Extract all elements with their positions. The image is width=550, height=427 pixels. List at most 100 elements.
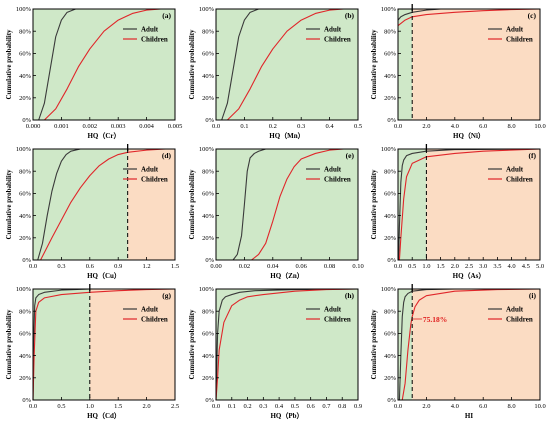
panel-label: (d) — [162, 151, 172, 160]
x-tick-label: 0.8 — [338, 403, 346, 410]
series-line-adult — [38, 8, 90, 121]
legend-label: Children — [324, 176, 351, 184]
series-line-children — [40, 148, 166, 261]
plot-frame — [32, 288, 176, 401]
x-tick-label: 0.0 — [212, 123, 220, 130]
x-axis-title: HI — [465, 412, 473, 420]
x-tick-label: 8.0 — [508, 403, 516, 410]
safe-region — [398, 9, 413, 120]
series-line-children — [401, 288, 541, 401]
safe-region — [33, 149, 128, 260]
y-axis-title: Cumulative probability — [5, 309, 13, 380]
y-tick-label: 60% — [202, 51, 215, 58]
y-tick-label: 40% — [202, 213, 215, 220]
x-tick-label: 1.0 — [86, 403, 94, 410]
series-line-children — [43, 8, 161, 121]
y-axis-title: Cumulative probability — [188, 309, 196, 380]
chart-panel: 0% 20% 40% 60% 80% 100% 0.000 0.001 0.002 0.003 0.… — [5, 6, 182, 140]
x-tick-label: 0.002 — [82, 123, 97, 130]
x-tick-label: 0.0 — [394, 123, 402, 130]
x-tick-label: 3.5 — [493, 263, 501, 270]
x-tick-label: 0.5 — [291, 403, 299, 410]
x-tick-label: 0.0 — [29, 263, 37, 270]
y-tick-label: 100% — [16, 6, 32, 13]
y-tick-label: 20% — [202, 235, 215, 242]
x-tick-label: 5.0 — [536, 263, 544, 270]
legend-label: Children — [324, 36, 351, 44]
legend-label: Adult — [324, 166, 342, 174]
legend-label: Adult — [141, 166, 159, 174]
legend-label: Children — [506, 36, 533, 44]
x-axis-title: HQ（Cd） — [87, 412, 121, 420]
y-tick-label: 40% — [384, 353, 397, 360]
y-tick-label: 20% — [19, 235, 32, 242]
y-axis-title: Cumulative probability — [188, 29, 196, 100]
y-tick-label: 80% — [384, 308, 397, 315]
y-tick-label: 80% — [19, 168, 32, 175]
x-axis-title: HQ（Cu） — [87, 272, 121, 280]
x-tick-label: 10.0 — [534, 123, 545, 130]
legend-label: Children — [506, 316, 533, 324]
safe-region — [398, 289, 413, 400]
x-tick-label: 0.003 — [111, 123, 126, 130]
y-tick-label: 80% — [384, 28, 397, 35]
y-tick-label: 0% — [205, 117, 214, 124]
legend-label: Adult — [506, 26, 524, 34]
y-tick-label: 20% — [19, 375, 32, 382]
y-tick-label: 40% — [19, 73, 32, 80]
x-axis-title: HQ（Mn） — [269, 132, 304, 140]
legend-label: Children — [141, 176, 168, 184]
x-tick-label: 0.08 — [324, 263, 335, 270]
y-tick-label: 60% — [202, 331, 215, 338]
y-tick-label: 0% — [387, 397, 396, 404]
x-tick-label: 1.5 — [171, 263, 179, 270]
x-tick-label: 2.0 — [422, 123, 430, 130]
y-tick-label: 40% — [384, 73, 397, 80]
x-tick-label: 0.2 — [243, 403, 251, 410]
legend-label: Adult — [141, 26, 159, 34]
x-tick-label: 0.9 — [354, 403, 362, 410]
series-line-children — [226, 8, 344, 121]
y-tick-label: 40% — [202, 73, 215, 80]
y-tick-label: 60% — [19, 191, 32, 198]
series-line-adult — [232, 148, 266, 261]
x-tick-label: 4.0 — [451, 123, 459, 130]
x-tick-label: 6.0 — [479, 123, 487, 130]
y-tick-label: 60% — [19, 331, 32, 338]
y-tick-label: 40% — [202, 353, 215, 360]
y-tick-label: 0% — [22, 257, 31, 264]
y-tick-label: 20% — [384, 235, 397, 242]
x-tick-label: 0.001 — [54, 123, 69, 130]
y-tick-label: 20% — [202, 375, 215, 382]
x-tick-label: 0.1 — [228, 403, 236, 410]
x-tick-label: 0.6 — [307, 403, 316, 410]
x-axis-title: HQ（Pb） — [270, 412, 303, 420]
x-tick-label: 0.0 — [212, 403, 220, 410]
chart-panel: 0% 20% 40% 60% 80% 100% 0.00 0.02 0.04 0.06 0.08 0.… — [188, 146, 364, 280]
x-tick-label: 0.06 — [296, 263, 308, 270]
y-tick-label: 100% — [16, 286, 32, 293]
chart-panel: 0% 20% 40% 60% 80% 100% 0.0 0.1 0.2 0.3 0.4 0.5 0.6 0… — [188, 286, 362, 420]
chart-panel: 75.18% 0% 20% 40% 60% 80% 100% 0.0 2.0 4.0 6.0 8.0 1… — [370, 284, 546, 420]
y-tick-label: 80% — [202, 308, 215, 315]
x-tick-label: 4.5 — [522, 263, 530, 270]
y-tick-label: 40% — [19, 213, 32, 220]
y-tick-label: 100% — [381, 6, 397, 13]
x-tick-label: 0.5 — [354, 123, 362, 130]
x-tick-label: 0.0 — [29, 403, 37, 410]
x-tick-label: 1.0 — [422, 263, 430, 270]
risk-region — [127, 149, 175, 260]
y-tick-label: 100% — [16, 146, 32, 153]
plot-frame — [32, 8, 176, 121]
y-tick-label: 60% — [19, 51, 32, 58]
y-tick-label: 100% — [381, 286, 397, 293]
x-tick-label: 2.0 — [451, 263, 459, 270]
panel-label: (c) — [528, 11, 537, 20]
x-tick-label: 1.5 — [437, 263, 445, 270]
y-tick-label: 100% — [199, 6, 215, 13]
panel-label: (f) — [529, 151, 537, 160]
x-axis-title: HQ（Zn） — [270, 272, 303, 280]
x-tick-label: 0.005 — [168, 123, 183, 130]
x-tick-label: 0.3 — [259, 403, 267, 410]
x-tick-label: 0.04 — [267, 263, 279, 270]
